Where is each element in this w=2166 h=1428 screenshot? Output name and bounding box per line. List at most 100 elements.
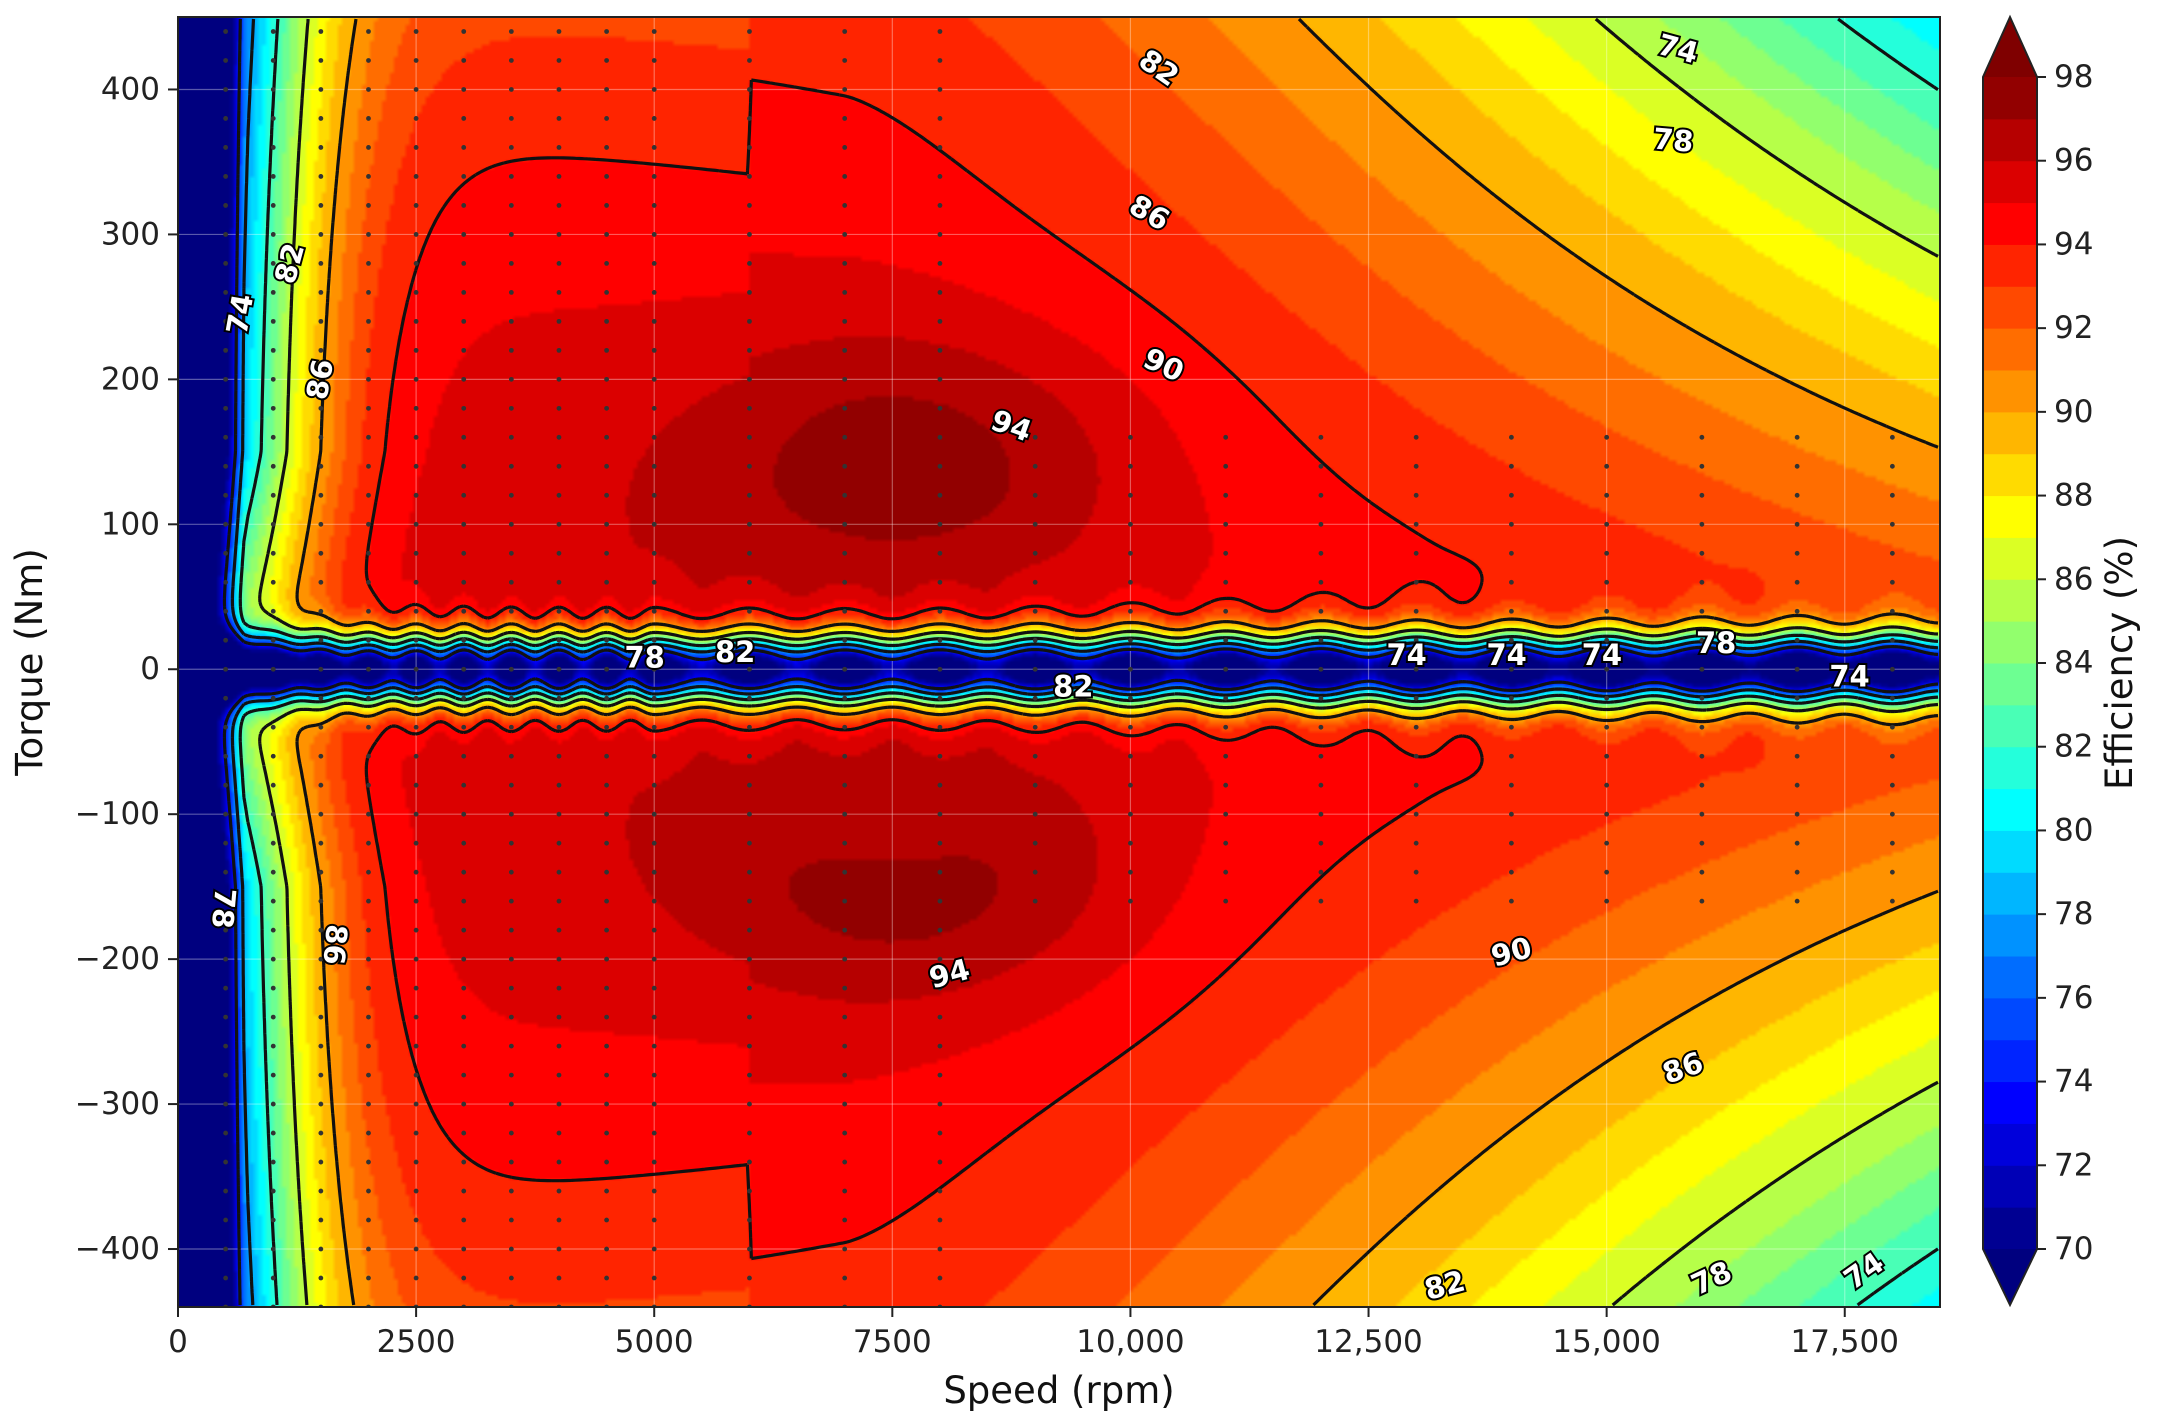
operating-point [366,985,371,991]
operating-point [747,116,752,121]
colorbar-band [1983,118,2037,162]
operating-point [556,608,562,614]
operating-point [1128,434,1133,440]
operating-point [747,521,752,527]
operating-point [747,289,752,295]
operating-point [747,261,752,266]
operating-point [1699,521,1705,527]
operating-point [366,1275,371,1281]
operating-point [1032,869,1038,875]
operating-point [747,1130,752,1136]
operating-point [318,318,324,324]
operating-point [413,58,419,63]
operating-point [1032,550,1038,556]
operating-point [270,261,276,266]
operating-point [461,811,467,817]
operating-point [604,1101,609,1107]
operating-point [366,405,371,411]
operating-point [604,782,609,788]
operating-point [1128,637,1133,643]
colorbar-band [1983,1123,2037,1166]
operating-point [413,232,419,237]
operating-point [270,289,276,295]
operating-point [1318,782,1324,788]
operating-point [842,608,848,614]
operating-point [1889,608,1895,614]
operating-point [413,1014,419,1020]
operating-point [556,1275,562,1281]
operating-point [556,58,562,63]
operating-point [842,840,848,846]
operating-point [556,87,562,92]
operating-point [318,463,324,469]
operating-point [270,405,276,411]
operating-point [556,1072,562,1078]
operating-point [461,1275,467,1281]
operating-point [270,318,276,324]
operating-point [604,1072,609,1078]
operating-point [270,608,276,614]
operating-point [461,1072,467,1078]
operating-point [1604,753,1610,759]
operating-point [461,463,467,469]
contour-line-86 [258,17,1939,1307]
operating-point [366,1217,371,1223]
operating-point [842,637,848,643]
operating-point [937,782,943,788]
operating-point [747,492,752,498]
operating-point [1794,869,1800,875]
grid-lines [178,17,1940,1307]
operating-point [651,1275,657,1281]
colorbar-tick-label: 96 [2054,143,2093,179]
operating-point [1223,492,1229,498]
operating-point [318,203,324,208]
operating-point [1509,782,1514,788]
colorbar-tick-label: 80 [2054,812,2093,848]
operating-point [461,840,467,846]
x-tick-label: 2500 [377,1324,456,1360]
operating-point [413,666,419,672]
operating-point [413,550,419,556]
operating-point [270,232,276,237]
contour-line-94 [364,78,1484,1261]
operating-point [1032,724,1038,730]
operating-point [270,1275,276,1281]
operating-point [747,405,752,411]
operating-point [1318,840,1324,846]
operating-point [318,232,324,237]
operating-point [223,405,229,411]
operating-point [842,58,848,63]
operating-point [413,463,419,469]
operating-point [604,463,609,469]
operating-point [604,347,609,353]
operating-point [604,29,609,34]
operating-point [413,492,419,498]
operating-point [223,985,229,991]
y-tick-label: 400 [101,71,160,107]
operating-point [651,1101,657,1107]
operating-point [270,579,276,585]
operating-point [413,203,419,208]
operating-point [1413,782,1419,788]
operating-point [461,695,467,701]
contour-line-78 [230,18,1939,1306]
operating-point [937,1246,943,1252]
operating-point [842,289,848,295]
operating-point [1413,637,1419,643]
operating-point [604,637,609,643]
operating-point [556,174,562,179]
operating-point [747,376,752,382]
operating-point [508,1043,514,1049]
operating-point [1699,724,1705,730]
operating-point [556,695,562,701]
operating-point [508,695,514,701]
operating-point [508,1188,514,1194]
operating-point [1318,724,1324,730]
operating-point [270,695,276,701]
operating-point [366,376,371,382]
operating-point [1318,898,1324,904]
operating-point [366,318,371,324]
operating-point [937,232,943,237]
operating-point [651,116,657,121]
contour-label: 86 [300,357,340,403]
